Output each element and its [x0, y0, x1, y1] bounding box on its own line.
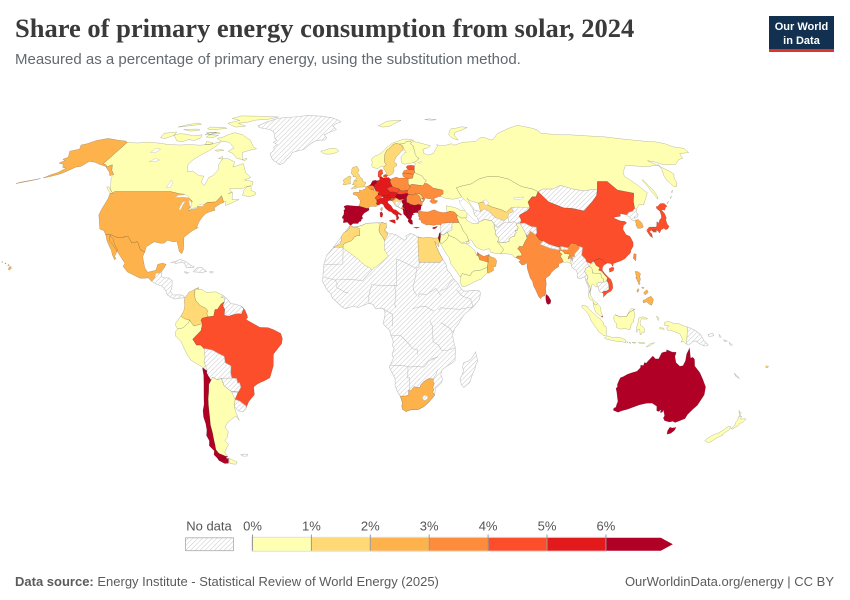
svg-text:6%: 6%: [597, 519, 616, 534]
svg-text:No data: No data: [186, 519, 232, 534]
svg-text:3%: 3%: [420, 519, 439, 534]
svg-text:0%: 0%: [243, 519, 262, 534]
svg-text:1%: 1%: [302, 519, 321, 534]
svg-text:5%: 5%: [538, 519, 557, 534]
svg-text:4%: 4%: [479, 519, 498, 534]
svg-text:2%: 2%: [361, 519, 380, 534]
